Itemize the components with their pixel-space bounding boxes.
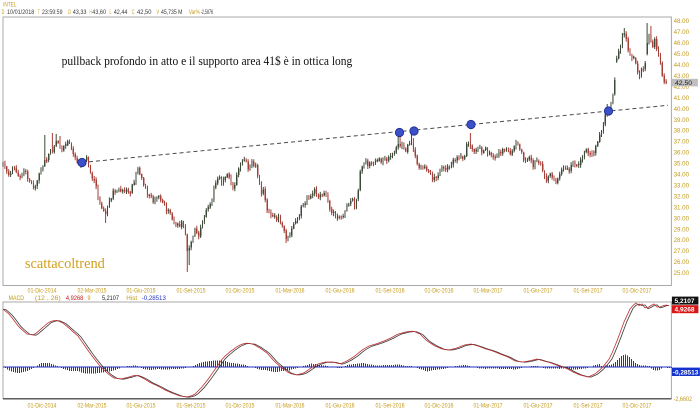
svg-text:36.00: 36.00 [674,151,690,157]
svg-text:O: O [68,9,71,16]
svg-text:01-Giu-2016: 01-Giu-2016 [326,289,356,295]
svg-text:01-Mar-2016: 01-Mar-2016 [276,289,306,295]
svg-text:29.00: 29.00 [674,227,690,233]
svg-text:4,9268: 4,9268 [675,307,696,314]
svg-text:01-Dic-2015: 01-Dic-2015 [226,289,256,295]
svg-text:01-Dic-2014: 01-Dic-2014 [28,289,58,295]
svg-text:01-Giu-2016: 01-Giu-2016 [326,403,356,409]
svg-text:5,2107: 5,2107 [675,298,696,305]
svg-text:10/01/2018: 10/01/2018 [7,9,35,16]
svg-text:(12 , 26): (12 , 26) [35,295,61,302]
svg-text:01-Set-2016: 01-Set-2016 [376,403,406,409]
svg-text:-0,28513: -0,28513 [142,295,167,302]
svg-text:33.00: 33.00 [674,183,690,189]
svg-text:scattacoltrend: scattacoltrend [25,256,106,272]
svg-text:41.00: 41.00 [674,96,690,102]
svg-text:01-Giu-2015: 01-Giu-2015 [127,403,157,409]
svg-text:Hist: Hist [126,295,137,302]
svg-text:01-Dic-2016: 01-Dic-2016 [425,403,455,409]
svg-text:5,2107: 5,2107 [102,295,119,302]
svg-text:45,735 M: 45,735 M [161,9,182,16]
svg-text:01-Giu-2015: 01-Giu-2015 [127,289,157,295]
svg-text:25.00: 25.00 [674,271,690,277]
svg-text:pullback profondo in atto e il: pullback profondo in atto e il supporto … [62,54,353,68]
svg-text:-2,5876: -2,5876 [201,9,214,16]
svg-text:39.00: 39.00 [674,118,690,124]
svg-text:L: L [110,9,112,16]
svg-text:01-Giu-2017: 01-Giu-2017 [524,289,554,295]
svg-text:01-Dic-2017: 01-Dic-2017 [623,289,653,295]
svg-text:43.00: 43.00 [674,74,690,80]
svg-text:D: D [2,9,5,16]
svg-text:28.00: 28.00 [674,238,690,244]
svg-text:40.00: 40.00 [674,107,690,113]
svg-text:02-Mar-2015: 02-Mar-2015 [78,289,108,295]
svg-text:42.00: 42.00 [674,85,690,91]
svg-text:47.00: 47.00 [674,30,690,36]
svg-text:01-Set-2015: 01-Set-2015 [177,289,207,295]
svg-text:43,33: 43,33 [73,9,87,16]
svg-text:43,60: 43,60 [92,9,106,16]
svg-text:01-Giu-2017: 01-Giu-2017 [524,403,554,409]
svg-text:42,50: 42,50 [675,80,693,87]
svg-text:38.00: 38.00 [674,129,690,135]
svg-text:32.00: 32.00 [674,194,690,200]
svg-text:01-Dic-2014: 01-Dic-2014 [28,403,58,409]
svg-text:42,44: 42,44 [114,9,128,16]
svg-text:44.00: 44.00 [674,63,690,69]
svg-text:23:59:59: 23:59:59 [42,9,63,16]
svg-text:4,9268: 4,9268 [66,295,84,302]
svg-text:V: V [157,9,160,16]
svg-text:-0,28513: -0,28513 [673,369,699,376]
svg-text:34.00: 34.00 [674,173,690,179]
svg-text:C: C [132,9,135,16]
svg-text:01-Dic-2017: 01-Dic-2017 [623,403,653,409]
svg-text:01-Dic-2016: 01-Dic-2016 [425,289,455,295]
svg-text:9: 9 [88,295,91,302]
svg-text:02-Mar-2015: 02-Mar-2015 [78,403,108,409]
svg-text:01-Mar-2017: 01-Mar-2017 [474,403,504,409]
svg-text:01-Mar-2016: 01-Mar-2016 [276,403,306,409]
svg-text:01-Mar-2017: 01-Mar-2017 [474,289,504,295]
svg-text:31.00: 31.00 [674,205,690,211]
svg-text:01-Set-2016: 01-Set-2016 [376,289,406,295]
svg-text:42,50: 42,50 [137,9,152,16]
svg-text:01-Set-2017: 01-Set-2017 [574,289,604,295]
svg-text:48.00: 48.00 [674,19,690,25]
svg-text:37.00: 37.00 [674,140,690,146]
svg-text:MACD: MACD [9,295,25,302]
svg-text:26.00: 26.00 [674,260,690,266]
svg-text:Var%: Var% [189,9,200,16]
svg-text:35.00: 35.00 [674,162,690,168]
svg-text:01-Set-2017: 01-Set-2017 [574,403,604,409]
svg-text:-2,6602: -2,6602 [674,397,693,403]
svg-text:30.00: 30.00 [674,216,690,222]
svg-text:46.00: 46.00 [674,41,690,47]
svg-text:01-Dic-2015: 01-Dic-2015 [226,403,256,409]
svg-text:INTEL: INTEL [3,2,17,9]
svg-text:T: T [38,9,40,16]
svg-text:45.00: 45.00 [674,52,690,58]
svg-text:01-Set-2015: 01-Set-2015 [177,403,207,409]
svg-text:27.00: 27.00 [674,249,690,255]
svg-text:H: H [90,9,92,16]
